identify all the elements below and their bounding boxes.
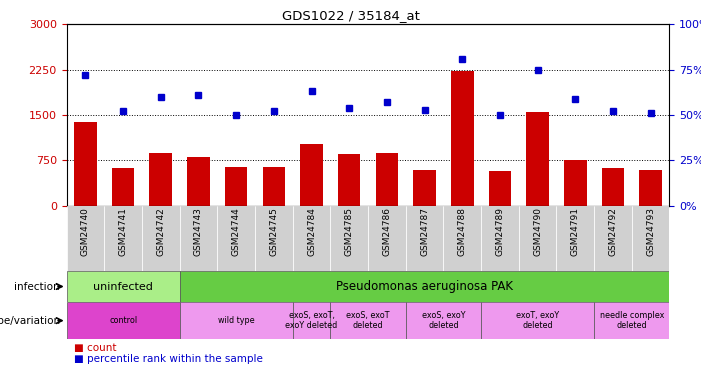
- Bar: [376, 153, 398, 206]
- Text: infection: infection: [14, 282, 63, 291]
- Text: GSM24789: GSM24789: [496, 207, 505, 256]
- Text: GSM24784: GSM24784: [307, 207, 316, 256]
- Text: control: control: [109, 316, 137, 325]
- Text: GSM24788: GSM24788: [458, 207, 467, 256]
- Bar: [489, 171, 511, 206]
- Text: genotype/variation: genotype/variation: [0, 316, 63, 326]
- Bar: [451, 72, 473, 206]
- Bar: [526, 112, 549, 206]
- Bar: [519, 206, 557, 271]
- Bar: [413, 170, 436, 206]
- Bar: [557, 206, 594, 271]
- Bar: [67, 302, 179, 339]
- Bar: [368, 206, 406, 271]
- Text: GSM24792: GSM24792: [608, 207, 618, 256]
- Text: GSM24786: GSM24786: [382, 207, 391, 256]
- Text: GSM24791: GSM24791: [571, 207, 580, 256]
- Bar: [104, 206, 142, 271]
- Bar: [255, 206, 293, 271]
- Bar: [443, 206, 481, 271]
- Bar: [111, 168, 135, 206]
- Bar: [179, 271, 669, 302]
- Text: ■ percentile rank within the sample: ■ percentile rank within the sample: [74, 354, 262, 364]
- Bar: [187, 157, 210, 206]
- Text: GSM24745: GSM24745: [269, 207, 278, 256]
- Text: exoT, exoY
deleted: exoT, exoY deleted: [516, 311, 559, 330]
- Bar: [338, 154, 360, 206]
- Text: exoS, exoT
deleted: exoS, exoT deleted: [346, 311, 390, 330]
- Bar: [481, 206, 519, 271]
- Text: GSM24742: GSM24742: [156, 207, 165, 256]
- Bar: [262, 167, 285, 206]
- Bar: [225, 167, 247, 206]
- Bar: [67, 271, 179, 302]
- Bar: [481, 302, 594, 339]
- Bar: [67, 206, 104, 271]
- Bar: [149, 153, 172, 206]
- Bar: [179, 302, 293, 339]
- Bar: [594, 206, 632, 271]
- Bar: [639, 170, 662, 206]
- Text: uninfected: uninfected: [93, 282, 153, 291]
- Text: GDS1022 / 35184_at: GDS1022 / 35184_at: [282, 9, 419, 22]
- Text: Pseudomonas aeruginosa PAK: Pseudomonas aeruginosa PAK: [336, 280, 513, 293]
- Text: GSM24793: GSM24793: [646, 207, 655, 256]
- Text: exoS, exoY
deleted: exoS, exoY deleted: [421, 311, 465, 330]
- Text: exoS, exoT,
exoY deleted: exoS, exoT, exoY deleted: [285, 311, 338, 330]
- Bar: [330, 206, 368, 271]
- Text: ■ count: ■ count: [74, 343, 116, 353]
- Text: GSM24740: GSM24740: [81, 207, 90, 256]
- Bar: [564, 160, 587, 206]
- Bar: [142, 206, 179, 271]
- Bar: [406, 206, 443, 271]
- Text: GSM24787: GSM24787: [420, 207, 429, 256]
- Bar: [632, 206, 669, 271]
- Text: GSM24744: GSM24744: [231, 207, 240, 256]
- Bar: [330, 302, 406, 339]
- Bar: [217, 206, 255, 271]
- Text: wild type: wild type: [218, 316, 254, 325]
- Text: GSM24741: GSM24741: [118, 207, 128, 256]
- Bar: [300, 144, 322, 206]
- Bar: [293, 302, 330, 339]
- Bar: [293, 206, 330, 271]
- Bar: [74, 122, 97, 206]
- Bar: [179, 206, 217, 271]
- Text: GSM24785: GSM24785: [345, 207, 354, 256]
- Text: needle complex
deleted: needle complex deleted: [599, 311, 664, 330]
- Text: GSM24743: GSM24743: [194, 207, 203, 256]
- Bar: [406, 302, 481, 339]
- Text: GSM24790: GSM24790: [533, 207, 542, 256]
- Bar: [601, 168, 624, 206]
- Bar: [594, 302, 669, 339]
